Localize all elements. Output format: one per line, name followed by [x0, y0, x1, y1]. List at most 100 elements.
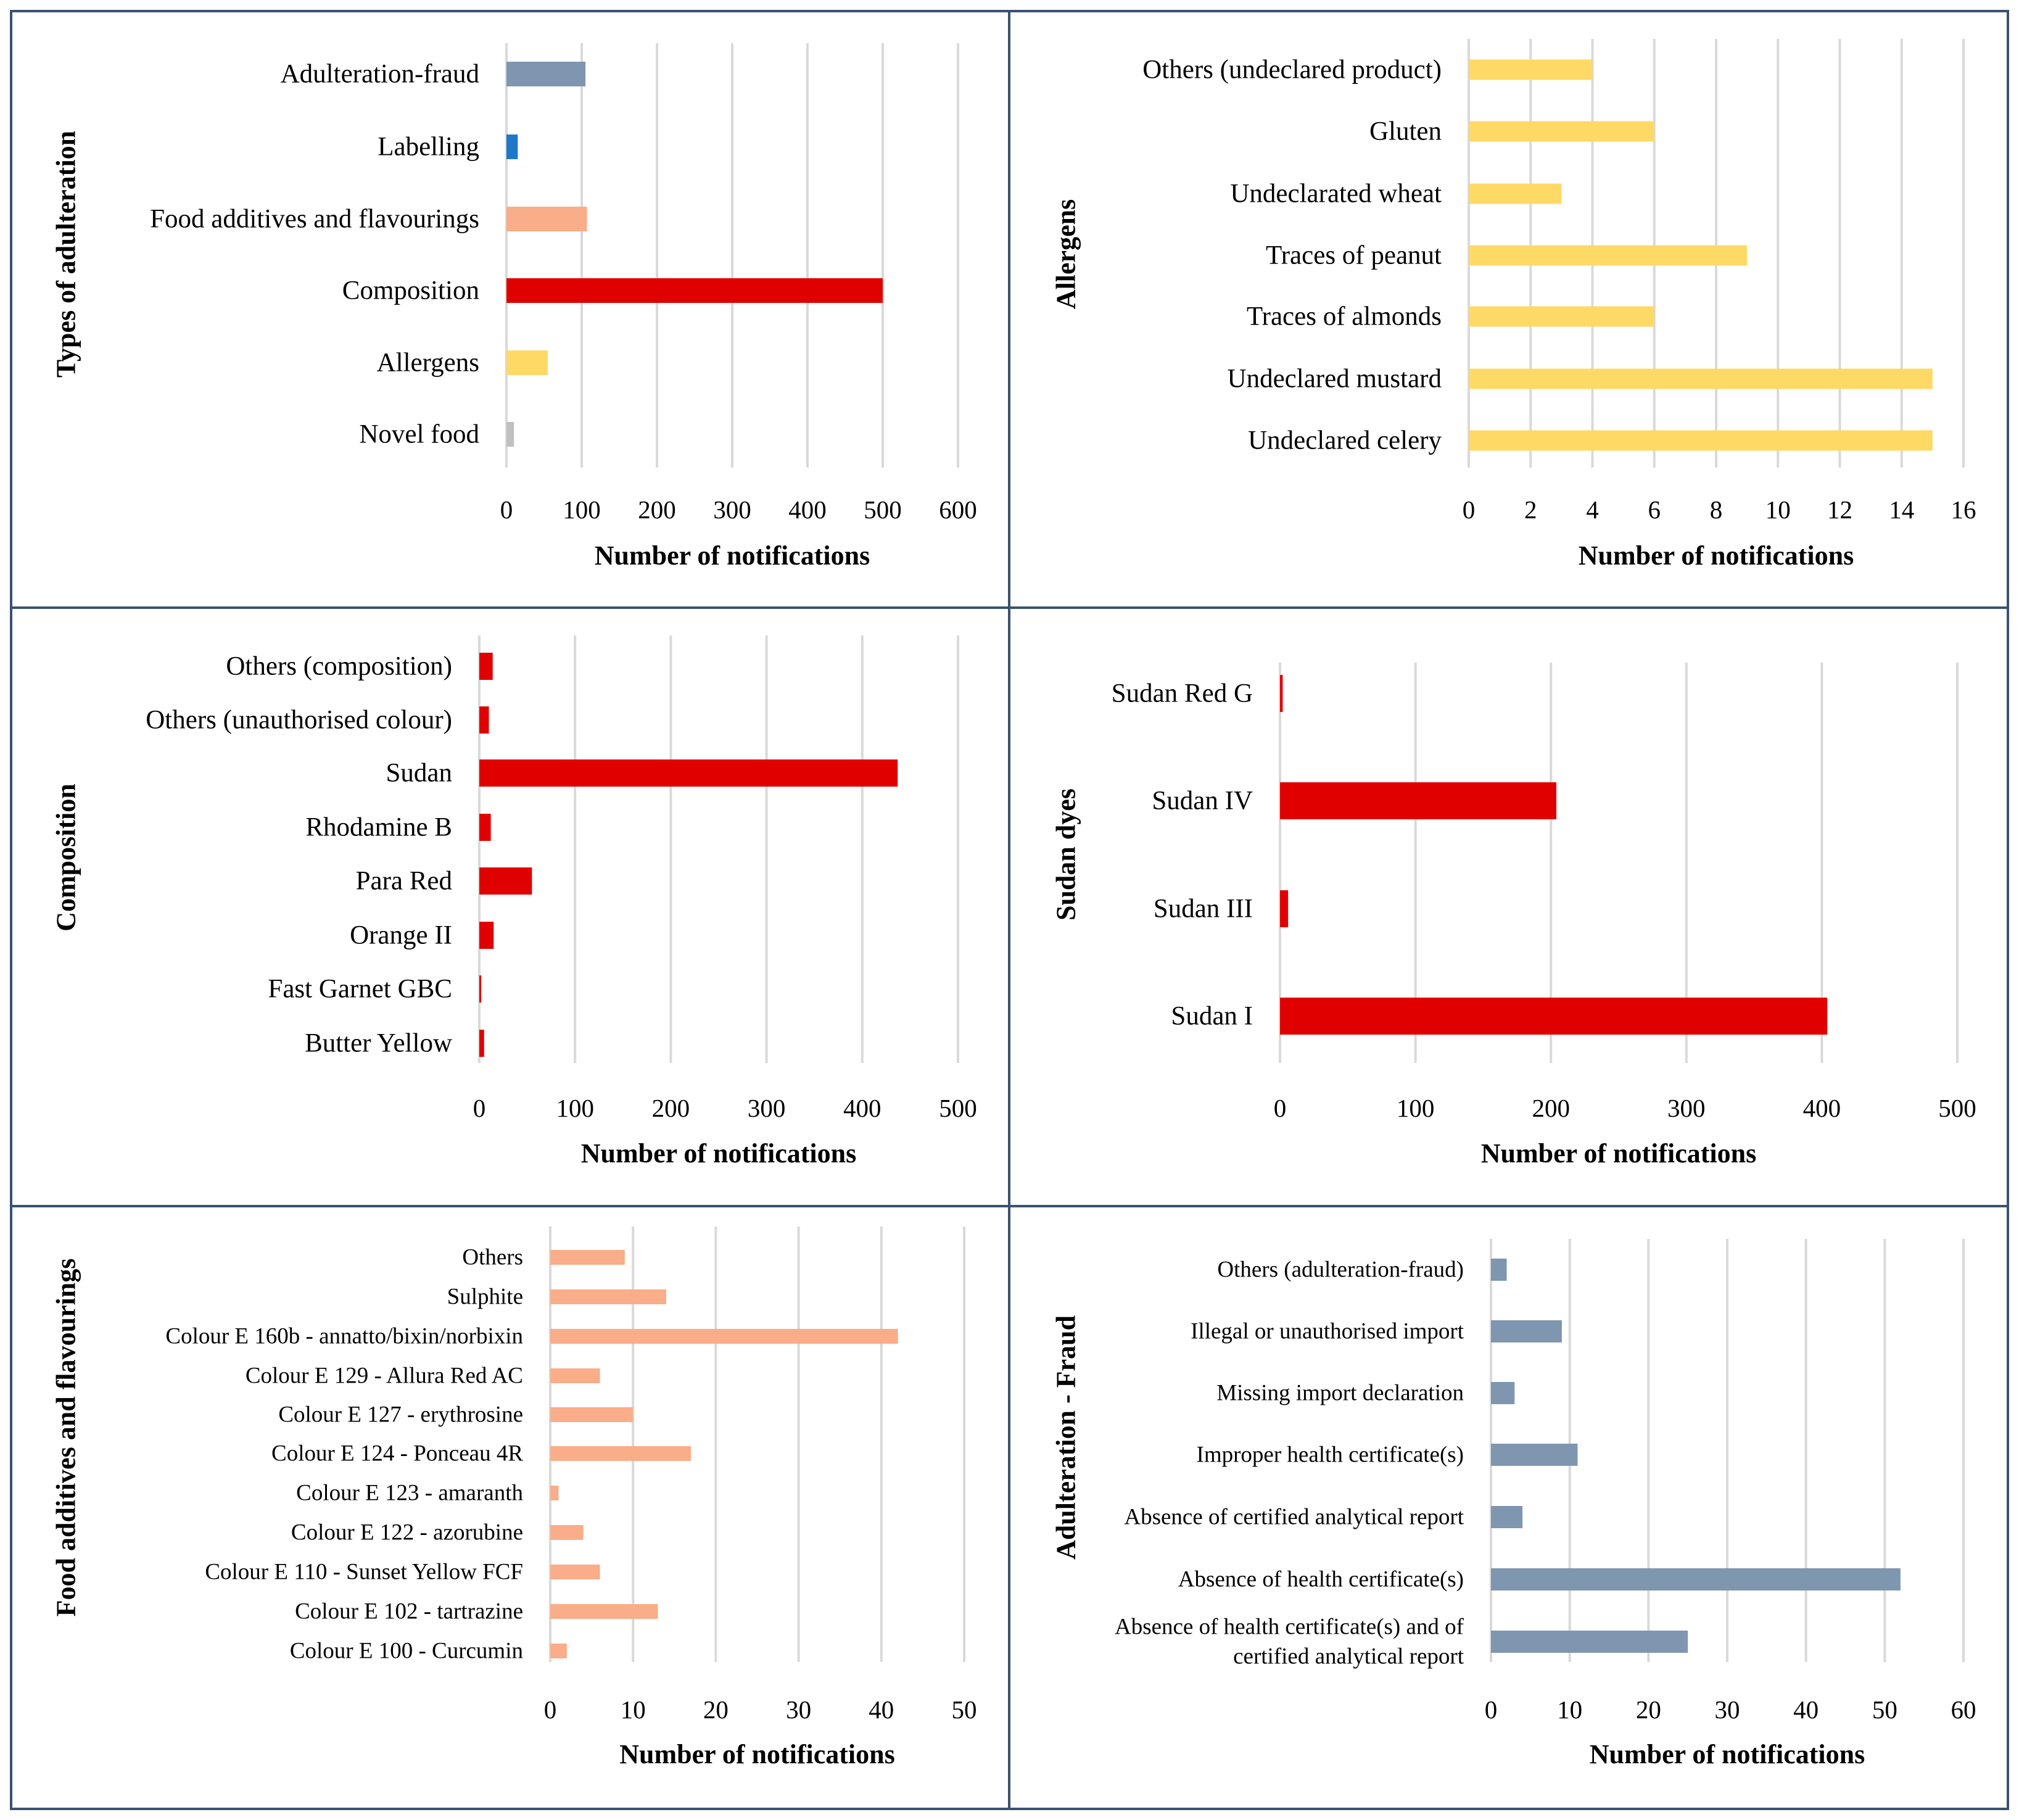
chart-food-additives-and-flavourings: 0 10 20 30 40 50 Others Sulphite Colour E 160b -… [51, 1226, 977, 1769]
bar-traces-of-almonds [1469, 306, 1654, 327]
x-tick-label: 16 [1951, 495, 1976, 524]
bar-missing-import-declaration [1491, 1382, 1515, 1404]
bar-colour-e-124-ponceau-4r [550, 1446, 692, 1461]
category-label: Colour E 124 - Ponceau 4R [271, 1441, 523, 1466]
category-label: Sulphite [447, 1284, 523, 1310]
chart-adulteration-fraud: 0 10 20 30 40 50 60 Others (adulteration-fraud)… [1051, 1239, 1976, 1769]
x-tick-label: 200 [638, 495, 676, 524]
x-tick-label: 14 [1889, 495, 1914, 524]
x-tick-label: 600 [939, 495, 977, 524]
x-tick-label: 12 [1827, 495, 1852, 524]
x-axis-title: Number of notifications [1579, 540, 1854, 571]
bar-butter-yellow [479, 1030, 484, 1057]
x-tick-label: 300 [713, 495, 751, 524]
bar-sudan-iii [1280, 890, 1289, 927]
y-axis-title: Adulteration - Fraud [1051, 1315, 1081, 1560]
x-axis-title: Number of notifications [595, 540, 870, 571]
bar-sulphite [550, 1289, 666, 1304]
x-tick-label: 400 [843, 1094, 882, 1122]
bar-traces-of-peanut [1469, 245, 1748, 266]
category-label: Rhodamine B [305, 813, 452, 842]
x-tick-label: 8 [1710, 495, 1723, 524]
bar-food-additives-and-flavourings [506, 207, 587, 231]
category-label: Others (adulteration-fraud) [1217, 1257, 1464, 1283]
bar-gluten [1469, 121, 1654, 142]
x-tick-label: 20 [1636, 1695, 1661, 1724]
category-label: Colour E 110 - Sunset Yellow FCF [205, 1560, 523, 1585]
x-tick-label: 40 [1793, 1695, 1819, 1724]
category-label: Composition [342, 276, 479, 305]
x-tick-label: 100 [556, 1094, 594, 1122]
x-tick-label: 0 [1463, 495, 1476, 524]
x-tick-label: 50 [952, 1695, 977, 1724]
bar-others-undeclared-product [1469, 59, 1593, 80]
bar-colour-e-127-erythrosine [550, 1407, 634, 1422]
category-label: Sudan Red G [1112, 679, 1253, 708]
x-tick-label: 30 [1715, 1695, 1740, 1724]
bar-colour-e-122-azorubine [550, 1525, 584, 1540]
category-label: Others [462, 1245, 523, 1270]
bar-allergens [506, 350, 548, 375]
category-label: Novel food [359, 420, 479, 449]
x-tick-label: 30 [786, 1695, 811, 1724]
category-label: Colour E 123 - amaranth [296, 1481, 523, 1506]
bar-adulteration-fraud [506, 62, 586, 86]
category-label: Undeclarated wheat [1230, 180, 1442, 209]
bar-colour-e-100-curcumin [550, 1644, 567, 1658]
category-label: Fast Garnet GBC [268, 975, 452, 1004]
x-tick-label: 4 [1586, 495, 1599, 524]
x-axis-title: Number of notifications [1590, 1739, 1865, 1769]
category-label: Gluten [1369, 117, 1442, 146]
chart-allergens: 0 2 4 6 8 10 12 14 16 Others (undeclared product)… [1051, 39, 1976, 571]
category-label: Sudan [386, 759, 453, 788]
category-label: certified analytical report [1233, 1644, 1464, 1669]
bar-composition [506, 278, 883, 303]
bar-undeclared-celery [1469, 430, 1933, 451]
x-tick-label: 500 [939, 1094, 977, 1122]
bar-illegal-or-unauthorised-import [1491, 1320, 1562, 1342]
category-label: Colour E 102 - tartrazine [295, 1599, 523, 1624]
x-tick-label: 10 [1765, 495, 1791, 524]
category-label: Absence of health certificate(s) and of [1115, 1615, 1464, 1640]
y-axis-title: Composition [51, 784, 81, 932]
chart-types-of-adulteration: 0 100 200 300 400 500 600 Adulteration-fraud Lab… [51, 43, 977, 571]
x-tick-label: 0 [1485, 1695, 1498, 1724]
chart-sudan-dyes: 0 100 200 300 400 500 Sudan Red G Sudan IV Sudan… [1051, 663, 1976, 1169]
x-tick-label: 50 [1872, 1695, 1897, 1724]
y-axis-title: Food additives and flavourings [51, 1259, 81, 1617]
category-label: Others (composition) [226, 652, 452, 681]
category-label: Sudan I [1171, 1002, 1253, 1031]
y-axis-title: Types of adulteration [51, 131, 81, 378]
x-tick-label: 0 [500, 495, 513, 524]
category-label: Food additives and flavourings [150, 205, 479, 234]
bar-fast-garnet-gbc [479, 975, 482, 1003]
bar-colour-e-123-amaranth [550, 1486, 559, 1500]
bar-novel-food [506, 422, 514, 447]
bar-others [550, 1250, 625, 1265]
x-tick-label: 100 [1397, 1094, 1435, 1122]
x-tick-label: 6 [1648, 495, 1661, 524]
category-label: Sudan IV [1152, 787, 1253, 816]
x-tick-label: 0 [473, 1094, 486, 1122]
bar-para-red [479, 867, 532, 895]
category-label: Colour E 129 - Allura Red AC [246, 1363, 523, 1389]
x-tick-label: 0 [544, 1695, 557, 1724]
x-tick-label: 200 [652, 1094, 690, 1122]
bar-others-composition [479, 653, 493, 680]
category-label: Improper health certificate(s) [1197, 1442, 1464, 1468]
x-tick-label: 400 [788, 495, 827, 524]
category-label: Traces of almonds [1247, 302, 1442, 331]
bar-absence-of-certified-analytical-report [1491, 1506, 1523, 1528]
x-tick-label: 10 [1557, 1695, 1582, 1724]
bar-colour-e-102-tartrazine [550, 1604, 658, 1619]
category-label: Sudan III [1154, 895, 1253, 924]
category-label: Undeclared celery [1248, 426, 1442, 455]
x-tick-label: 300 [1667, 1094, 1706, 1122]
bar-colour-e-160b-annatto-bixin-norbixin [550, 1329, 898, 1344]
y-axis-title: Allergens [1051, 199, 1081, 309]
x-tick-label: 10 [621, 1695, 646, 1724]
x-axis-title: Number of notifications [1481, 1138, 1757, 1169]
bar-absence-of-health-certificate-s-and-of-certified-analytical-report [1491, 1631, 1688, 1653]
bar-others-adulteration-fraud [1491, 1259, 1507, 1281]
